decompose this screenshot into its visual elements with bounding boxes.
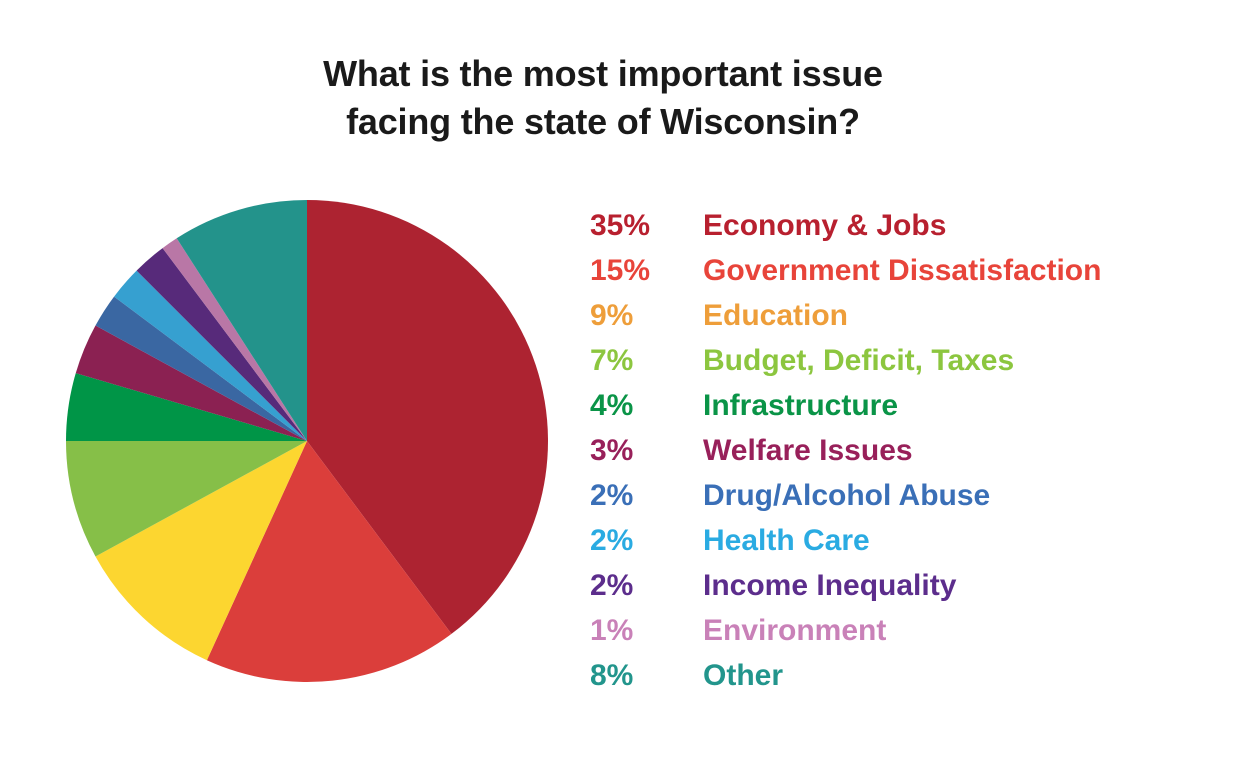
pie-slice-education	[95, 441, 307, 661]
legend-percent: 8%	[590, 659, 634, 692]
chart-title: What is the most important issue facing …	[0, 50, 1206, 146]
legend-label: Government Dissatisfaction	[703, 254, 1102, 287]
pie-slice-infrastructure	[66, 373, 307, 441]
legend-label: Drug/Alcohol Abuse	[703, 479, 991, 512]
legend-item: 2% Drug/Alcohol Abuse	[590, 473, 1101, 518]
legend-percent: 1%	[590, 614, 634, 647]
legend-percent: 35%	[590, 209, 651, 242]
legend-label: Infrastructure	[703, 389, 899, 422]
legend-percent: 15%	[590, 254, 651, 287]
legend-percent: 2%	[590, 524, 634, 557]
legend-percent: 7%	[590, 344, 634, 377]
legend-item: 35% Economy & Jobs	[590, 203, 1101, 248]
pie-slice-government-dissatisfaction	[206, 441, 452, 683]
legend-percent: 2%	[590, 479, 634, 512]
legend-item: 15% Government Dissatisfaction	[590, 248, 1101, 293]
legend-item: 7% Budget, Deficit, Taxes	[590, 338, 1101, 383]
legend-item: 2% Income Inequality	[590, 563, 1101, 608]
legend-label: Environment	[703, 614, 887, 647]
legend-label: Other	[703, 659, 784, 692]
legend-label: Education	[703, 299, 849, 332]
legend-percent: 4%	[590, 389, 634, 422]
legend-percent: 2%	[590, 569, 634, 602]
legend-item: 3% Welfare Issues	[590, 428, 1101, 473]
pie-slice-income-inequality	[136, 248, 307, 441]
pie-slice-budget-deficit-taxes	[66, 441, 307, 557]
legend-percent: 9%	[590, 299, 634, 332]
legend-label: Economy & Jobs	[703, 209, 947, 242]
legend-item: 8% Other	[590, 653, 1101, 698]
legend-item: 2% Health Care	[590, 518, 1101, 563]
chart-title-line-2: facing the state of Wisconsin?	[346, 101, 860, 142]
pie-chart	[66, 200, 548, 683]
pie-slice-health-care	[114, 270, 308, 441]
legend: 35% Economy & Jobs 15% Government Dissatisf…	[590, 203, 1101, 698]
legend-label: Welfare Issues	[703, 434, 913, 467]
pie-slice-environment	[162, 238, 307, 441]
legend-label: Budget, Deficit, Taxes	[703, 344, 1015, 377]
legend-percent: 3%	[590, 434, 634, 467]
pie-slice-economy-jobs	[307, 200, 548, 634]
legend-label: Income Inequality	[703, 569, 957, 602]
pie-slice-welfare-issues	[75, 325, 307, 441]
legend-item: 4% Infrastructure	[590, 383, 1101, 428]
pie-slice-drug-alcohol-abuse	[95, 296, 307, 441]
chart-title-line-1: What is the most important issue	[323, 53, 883, 94]
legend-item: 9% Education	[590, 293, 1101, 338]
legend-label: Health Care	[703, 524, 870, 557]
pie-slice-other	[176, 200, 307, 441]
legend-item: 1% Environment	[590, 608, 1101, 653]
